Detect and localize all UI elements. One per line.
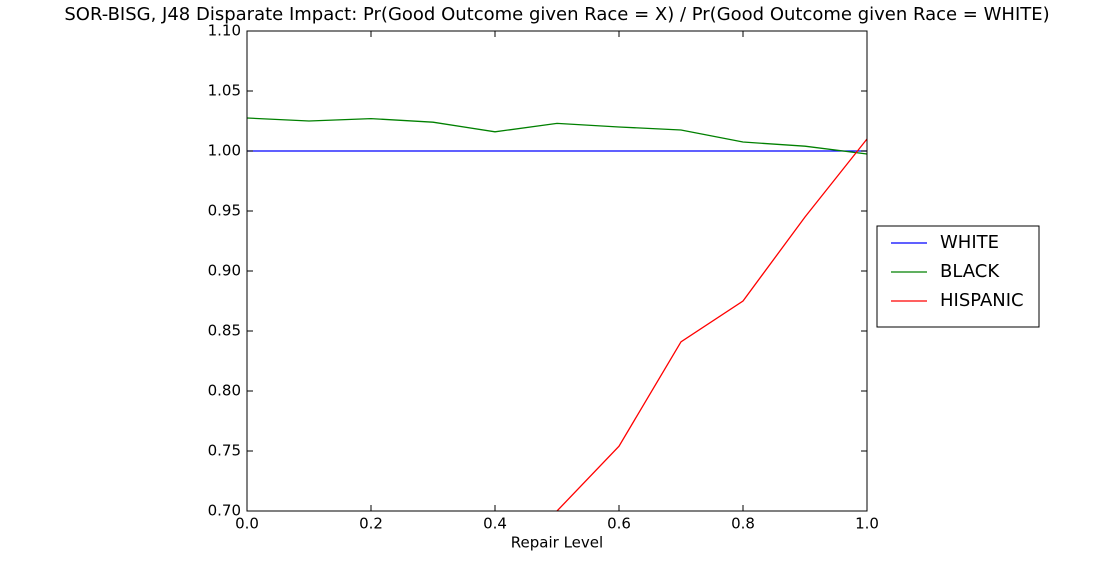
x-tick-label: 0.4 xyxy=(483,515,507,533)
x-tick-label: 1.0 xyxy=(855,515,879,533)
plot-frame xyxy=(246,30,868,512)
legend-label: HISPANIC xyxy=(940,290,1024,311)
x-axis-label: Repair Level xyxy=(511,534,603,552)
x-tick-label: 0.0 xyxy=(235,515,259,533)
y-tick-label: 1.10 xyxy=(208,22,241,40)
y-tick-label: 0.95 xyxy=(208,202,241,220)
x-tick-label: 0.6 xyxy=(607,515,631,533)
y-tick-label: 1.00 xyxy=(208,142,241,160)
x-tick-label: 0.2 xyxy=(359,515,383,533)
series-line xyxy=(556,138,867,511)
chart-title: SOR-BISG, J48 Disparate Impact: Pr(Good … xyxy=(64,4,1049,25)
y-tick-label: 0.75 xyxy=(208,442,241,460)
y-tick-label: 0.90 xyxy=(208,262,241,280)
legend-label: BLACK xyxy=(940,261,1000,282)
y-tick-label: 0.85 xyxy=(208,322,241,340)
legend-label: WHITE xyxy=(940,232,999,253)
plot-lines xyxy=(247,117,867,511)
y-tick-label: 0.70 xyxy=(208,502,241,520)
x-tick-label: 0.8 xyxy=(731,515,755,533)
y-tick-label: 0.80 xyxy=(208,382,241,400)
series-line xyxy=(247,117,867,155)
y-tick-label: 1.05 xyxy=(208,82,241,100)
